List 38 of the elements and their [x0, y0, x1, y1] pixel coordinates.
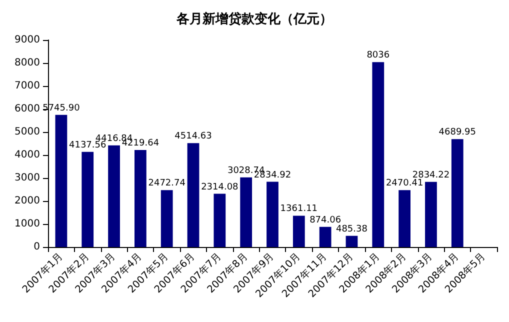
y-tick-label: 0	[34, 242, 40, 252]
chart-title: 各月新增贷款变化（亿元）	[176, 11, 332, 27]
bar	[214, 194, 226, 247]
data-label: 2472.74	[148, 178, 186, 189]
bar	[372, 62, 384, 247]
bar	[82, 152, 94, 247]
data-label: 4689.95	[438, 128, 476, 138]
bar	[240, 177, 252, 247]
bar	[398, 190, 410, 247]
y-tick-label: 6000	[14, 104, 40, 114]
bar	[108, 145, 120, 247]
data-label: 2834.22	[412, 170, 450, 180]
bar	[55, 114, 68, 247]
bar	[134, 150, 146, 247]
data-label: 485.38	[336, 224, 368, 234]
y-tick-label: 4000	[14, 150, 40, 160]
y-tick-label: 2000	[14, 196, 40, 206]
data-label: 874.06	[310, 215, 342, 226]
y-tick-label: 7000	[14, 80, 40, 92]
bar	[425, 182, 437, 247]
data-label: 2314.08	[201, 182, 239, 192]
bar	[451, 139, 464, 247]
data-label: 4137.56	[69, 140, 106, 150]
data-label: 4514.63	[174, 132, 212, 142]
y-tick-label: 3000	[14, 172, 40, 184]
y-tick-label: 5000	[14, 126, 40, 138]
bar	[160, 190, 173, 247]
bar	[266, 182, 278, 247]
y-tick-label: 9000	[14, 34, 40, 46]
bar	[346, 236, 358, 247]
bar	[319, 226, 332, 247]
bar	[187, 143, 200, 247]
bar	[292, 216, 305, 247]
data-label: 8036	[366, 50, 390, 61]
data-label: 1361.11	[280, 204, 318, 214]
y-tick-label: 8000	[14, 58, 40, 68]
data-label: 2470.41	[386, 178, 424, 189]
y-tick-label: 1000	[14, 218, 40, 230]
